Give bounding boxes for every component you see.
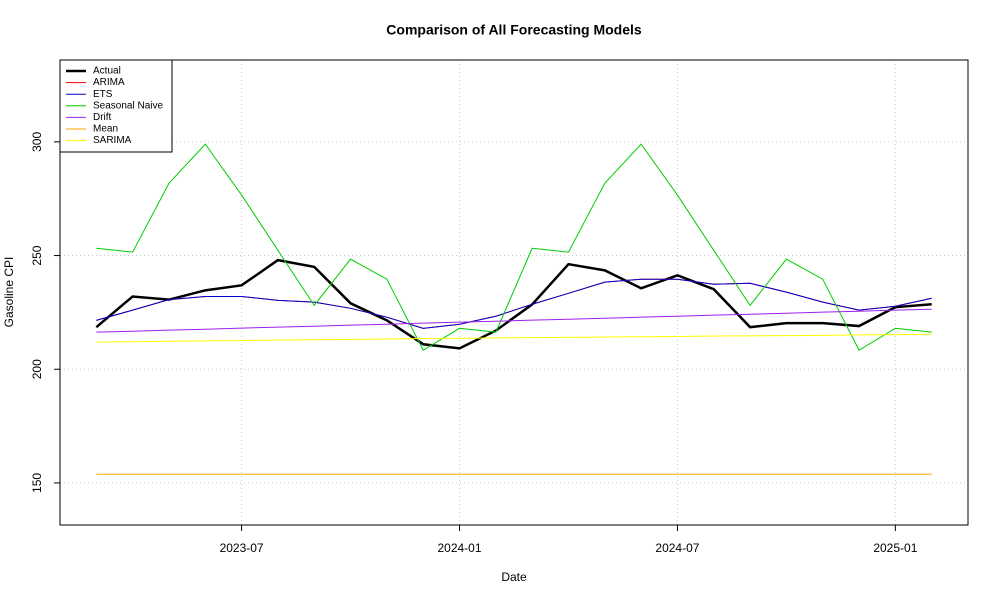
y-tick-label: 250 (30, 245, 44, 265)
y-tick-label: 150 (30, 473, 44, 493)
y-tick-label: 200 (30, 359, 44, 379)
x-tick-label: 2024-07 (655, 541, 699, 555)
legend-label: Actual (93, 66, 121, 77)
series-line (96, 333, 932, 343)
series-line (96, 278, 932, 329)
y-tick-label: 300 (30, 132, 44, 152)
legend-label: SARIMA (93, 135, 132, 146)
x-axis-label: Date (501, 570, 527, 584)
legend-label: ARIMA (93, 77, 125, 88)
series-line (96, 308, 932, 333)
series-line (95, 258, 932, 350)
legend-label: Mean (93, 124, 118, 135)
plot-frame (59, 59, 969, 526)
y-axis-label: Gasoline CPI (2, 257, 16, 328)
series-line (96, 143, 932, 351)
x-tick-label: 2025-01 (873, 541, 917, 555)
x-tick-label: 2023-07 (220, 541, 264, 555)
legend-label: Seasonal Naive (93, 100, 163, 111)
chart-title: Comparison of All Forecasting Models (386, 22, 642, 38)
legend-label: ETS (93, 89, 113, 100)
x-tick-label: 2024-01 (437, 541, 481, 555)
legend-label: Drift (93, 112, 112, 123)
